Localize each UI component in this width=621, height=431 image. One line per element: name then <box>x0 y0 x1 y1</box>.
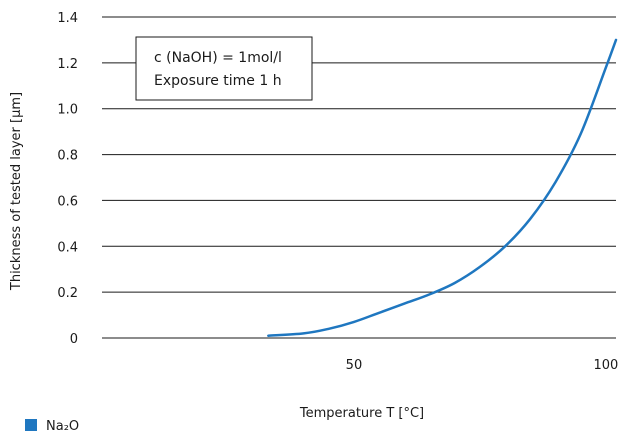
x-tick-label: 100 <box>594 358 619 373</box>
x-axis-title: Temperature T [°C] <box>299 406 424 421</box>
annotation-line-1: c (NaOH) = 1mol/l <box>154 50 282 66</box>
annotation-box: c (NaOH) = 1mol/l Exposure time 1 h <box>135 36 313 101</box>
y-tick-label: 1.0 <box>57 103 78 118</box>
x-tick-label: 50 <box>346 358 363 373</box>
series <box>267 38 618 337</box>
y-tick-label: 0.4 <box>57 240 78 255</box>
legend-label: Na₂O <box>46 419 79 431</box>
x-axis-ticks: 50 100 <box>346 358 619 373</box>
annotation-line-2: Exposure time 1 h <box>154 73 282 89</box>
annotation-frame <box>135 36 313 101</box>
legend: Na₂O <box>25 419 79 431</box>
y-tick-label: 0 <box>70 332 78 347</box>
y-axis-title: Thickness of tested layer [µm] <box>9 92 24 291</box>
y-tick-label: 0.2 <box>57 286 78 301</box>
y-tick-label: 0.8 <box>57 149 78 164</box>
series-line <box>267 38 618 337</box>
y-tick-label: 1.4 <box>57 11 78 26</box>
legend-swatch <box>25 419 37 431</box>
y-tick-label: 0.6 <box>57 194 78 209</box>
y-axis-ticks: 0 0.2 0.4 0.6 0.8 1.0 1.2 1.4 <box>57 11 78 347</box>
y-tick-label: 1.2 <box>57 57 78 72</box>
